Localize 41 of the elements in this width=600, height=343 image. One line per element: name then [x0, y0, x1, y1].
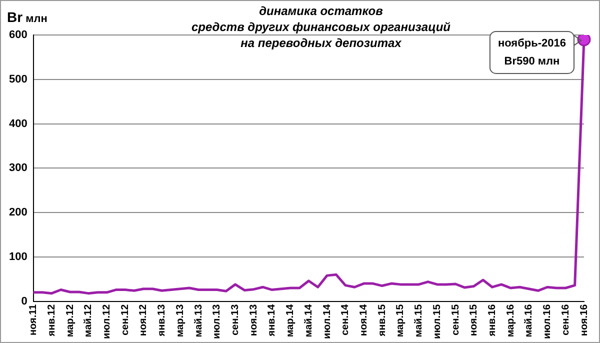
x-tick-label: ноя.16 [578, 304, 590, 336]
x-tick-label: май.12 [83, 304, 94, 338]
x-tick-label: мар.12 [64, 304, 76, 338]
x-tick-label: сен.15 [450, 304, 462, 336]
y-tick-label: 200 [8, 206, 28, 219]
y-tick-label: 600 [8, 29, 28, 42]
y-tick-label: 500 [8, 73, 28, 86]
x-tick-label: июл.13 [212, 304, 223, 340]
annotation: ноябрь-2016 Br590 млн [498, 37, 566, 68]
x-tick-label: сен.13 [230, 304, 242, 336]
x-tick-label: сен.14 [340, 304, 352, 336]
x-tick-label: янв.15 [376, 304, 388, 336]
x-tick-label: ноя.12 [138, 304, 150, 336]
x-tick-label: янв.16 [486, 304, 498, 336]
x-tick-label: мар.13 [174, 304, 186, 338]
y-axis-title: Br млн [7, 9, 48, 25]
x-tick-label: май.15 [414, 304, 425, 338]
x-tick-label: ноя.15 [468, 304, 480, 336]
x-tick-label: июл.16 [542, 304, 554, 340]
x-tick-label: мар.16 [505, 304, 516, 338]
x-tick-label: июл.14 [322, 304, 333, 340]
x-tick-label: май.14 [303, 304, 314, 338]
y-tick-label: 100 [8, 250, 28, 263]
x-tick-label: июл.15 [432, 304, 443, 340]
x-tick-label: ноя.14 [358, 304, 370, 336]
x-tick-label: мар.15 [395, 304, 406, 338]
y-tick-label: 300 [8, 162, 28, 174]
x-tick-label: ноя.11 [28, 304, 40, 336]
y-tick-label: 400 [8, 118, 28, 130]
x-tick-label: сен.12 [120, 304, 131, 336]
x-tick-label: мар.14 [285, 304, 296, 338]
chart-title: динамика остатков средств других финансовых организаций на переводных депозитах [191, 3, 451, 51]
x-tick-label: июл.12 [102, 304, 113, 340]
x-tick-label: май.16 [524, 304, 535, 338]
x-tick-label: янв.13 [156, 304, 168, 336]
x-tick-label: янв.14 [266, 304, 278, 336]
y-tick-label: 0 [21, 295, 28, 308]
x-tick-label: ноя.13 [248, 304, 260, 336]
x-tick-label: сен.16 [560, 304, 572, 336]
x-tick-label: янв.12 [46, 304, 58, 336]
x-tick-label: май.13 [193, 304, 204, 338]
